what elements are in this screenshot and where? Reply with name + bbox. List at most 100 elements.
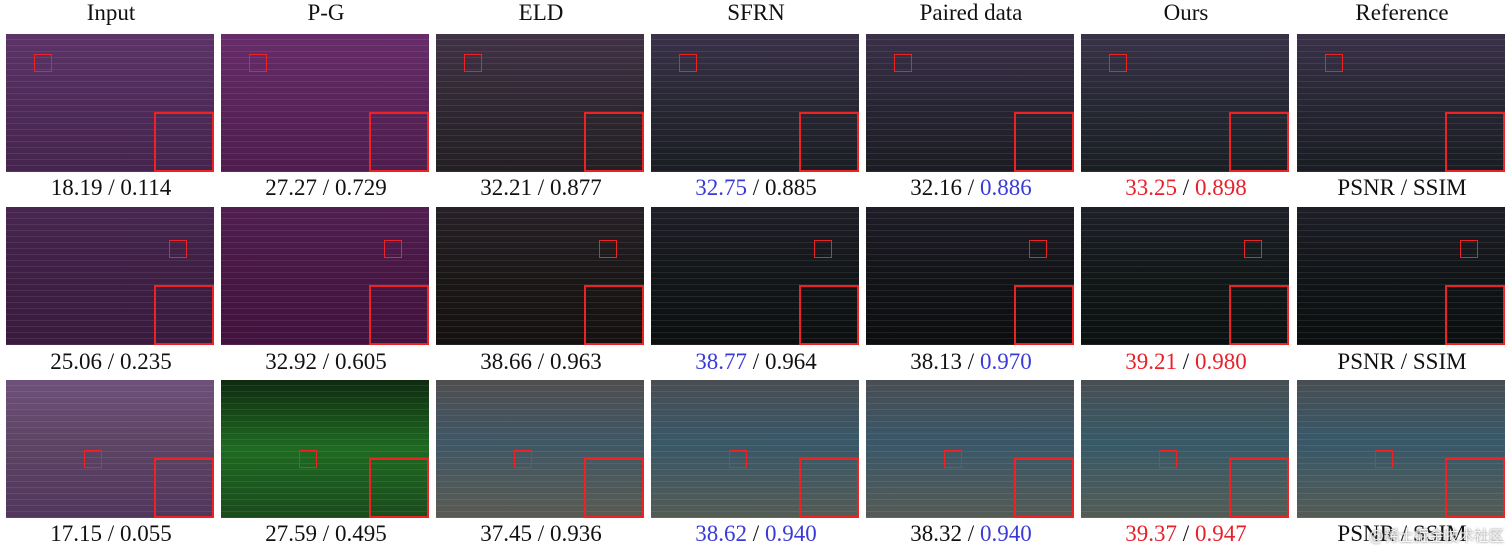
zoom-region <box>1029 240 1047 258</box>
zoom-region <box>894 54 912 72</box>
separator: / <box>1400 175 1408 200</box>
psnr-value: PSNR <box>1337 349 1395 374</box>
result-image <box>651 380 859 518</box>
zoom-inset <box>154 458 214 518</box>
psnr-value: PSNR <box>1337 175 1395 200</box>
ssim-value: 0.980 <box>1194 349 1247 374</box>
zoom-region <box>1375 450 1393 468</box>
zoom-inset <box>1445 458 1505 518</box>
separator: / <box>322 521 330 546</box>
ssim-value: 0.940 <box>764 521 817 546</box>
noise-overlay <box>866 207 1074 345</box>
psnr-value: 38.77 <box>695 349 748 374</box>
zoom-region <box>464 54 482 72</box>
metric-caption: PSNR / SSIM <box>1295 349 1509 375</box>
result-image <box>6 34 214 172</box>
ssim-value: 0.114 <box>120 175 172 200</box>
ssim-value: 0.898 <box>1194 175 1247 200</box>
zoom-inset <box>584 112 644 172</box>
zoom-inset <box>799 285 859 345</box>
zoom-region <box>1109 54 1127 72</box>
noise-overlay <box>6 207 214 345</box>
psnr-value: 27.59 <box>265 521 318 546</box>
result-image <box>1297 207 1505 345</box>
zoom-region <box>1159 450 1177 468</box>
noise-overlay <box>651 34 859 172</box>
zoom-region <box>514 450 532 468</box>
ssim-value: 0.885 <box>764 175 817 200</box>
psnr-value: 38.66 <box>480 349 533 374</box>
metric-caption: 32.92 / 0.605 <box>219 349 433 375</box>
metric-caption: 39.21 / 0.980 <box>1079 349 1293 375</box>
ssim-value: 0.936 <box>549 521 602 546</box>
result-image <box>866 207 1074 345</box>
separator: / <box>752 175 760 200</box>
result-image <box>221 34 429 172</box>
zoom-inset <box>799 458 859 518</box>
result-image <box>1297 34 1505 172</box>
separator: / <box>537 521 545 546</box>
result-image <box>866 34 1074 172</box>
zoom-inset <box>1014 285 1074 345</box>
ssim-value: 0.729 <box>334 175 387 200</box>
metric-caption: 18.19 / 0.114 <box>4 175 218 201</box>
separator: / <box>1400 349 1408 374</box>
metric-caption: 27.27 / 0.729 <box>219 175 433 201</box>
column-header: Ours <box>1163 0 1209 25</box>
ssim-value: 0.235 <box>119 349 172 374</box>
separator: / <box>107 349 115 374</box>
psnr-value: 38.62 <box>695 521 748 546</box>
noise-overlay <box>651 207 859 345</box>
noise-overlay <box>1297 207 1505 345</box>
separator: / <box>752 521 760 546</box>
zoom-region <box>299 450 317 468</box>
noise-overlay <box>436 380 644 518</box>
noise-overlay <box>866 380 1074 518</box>
result-image <box>1081 34 1289 172</box>
psnr-value: 38.32 <box>910 521 963 546</box>
noise-overlay <box>1297 34 1505 172</box>
zoom-region <box>944 450 962 468</box>
ssim-value: 0.963 <box>549 349 602 374</box>
noise-overlay <box>1081 207 1289 345</box>
result-image <box>1081 380 1289 518</box>
zoom-inset <box>1014 112 1074 172</box>
noise-overlay <box>436 207 644 345</box>
result-image <box>1081 207 1289 345</box>
metric-caption: 32.75 / 0.885 <box>649 175 863 201</box>
ssim-value: 0.947 <box>1194 521 1247 546</box>
ssim-value: SSIM <box>1412 175 1467 200</box>
zoom-inset <box>154 112 214 172</box>
zoom-inset <box>369 112 429 172</box>
psnr-value: 39.21 <box>1125 349 1178 374</box>
ssim-value: 0.495 <box>334 521 387 546</box>
ssim-value: 0.970 <box>979 349 1032 374</box>
psnr-value: 27.27 <box>265 175 318 200</box>
separator: / <box>967 175 975 200</box>
ssim-value: 0.886 <box>979 175 1032 200</box>
result-image <box>6 380 214 518</box>
metric-caption: 17.15 / 0.055 <box>4 521 218 547</box>
metric-caption: 38.62 / 0.940 <box>649 521 863 547</box>
zoom-inset <box>1445 112 1505 172</box>
zoom-inset <box>1014 458 1074 518</box>
noise-overlay <box>651 380 859 518</box>
result-image <box>221 207 429 345</box>
zoom-inset <box>369 285 429 345</box>
noise-overlay <box>1081 34 1289 172</box>
column-header: P-G <box>307 0 345 25</box>
psnr-value: PSNR <box>1337 521 1395 546</box>
result-image <box>436 207 644 345</box>
zoom-region <box>34 54 52 72</box>
zoom-region <box>249 54 267 72</box>
separator: / <box>1182 349 1190 374</box>
metric-caption: 33.25 / 0.898 <box>1079 175 1293 201</box>
psnr-value: 38.13 <box>910 349 963 374</box>
zoom-inset <box>1229 458 1289 518</box>
metric-caption: 38.32 / 0.940 <box>864 521 1078 547</box>
psnr-value: 32.92 <box>265 349 318 374</box>
psnr-value: 39.37 <box>1125 521 1178 546</box>
ssim-value: 0.877 <box>549 175 602 200</box>
separator: / <box>108 175 115 200</box>
